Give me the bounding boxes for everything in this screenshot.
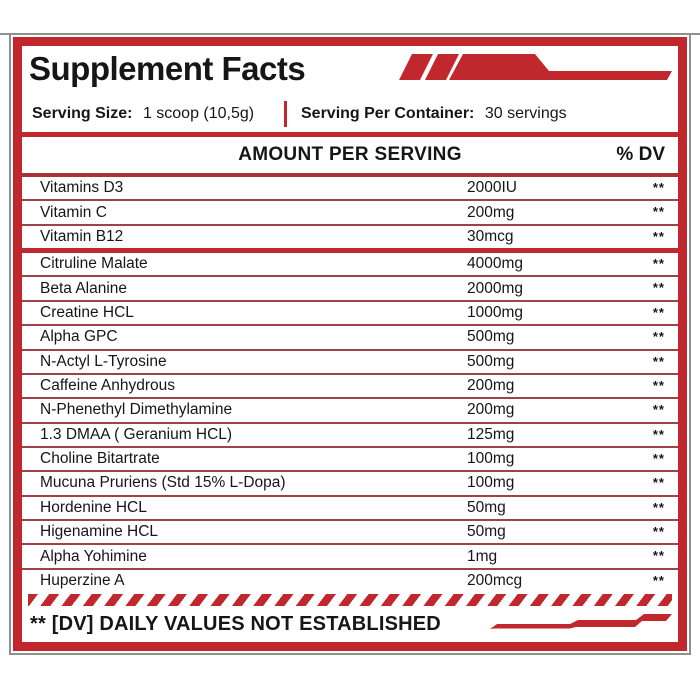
ingredient-amount: 100mg: [467, 474, 515, 492]
ingredient-name: Mucuna Pruriens (Std 15% L-Dopa): [40, 474, 286, 492]
ingredient-name: Beta Alanine: [40, 279, 128, 297]
ingredient-name: Vitamins D3: [40, 179, 124, 197]
supplement-facts-inner-border: Supplement Facts Serving Size: 1 scoop (…: [13, 37, 687, 651]
table-row: N-Phenethyl Dimethylamine 200mg **: [22, 399, 678, 424]
ingredient-rows: Vitamins D3 2000IU ** Vitamin C 200mg **…: [22, 177, 678, 592]
table-row: Vitamin C 200mg **: [22, 201, 678, 226]
ingredient-dv: **: [652, 329, 665, 345]
ingredient-amount: 1mg: [467, 547, 498, 565]
ingredient-amount: 2000mg: [467, 279, 524, 297]
table-row: Citruline Malate 4000mg **: [22, 253, 678, 278]
ingredient-name: Creatine HCL: [40, 303, 134, 321]
table-row: Mucuna Pruriens (Std 15% L-Dopa) 100mg *…: [22, 472, 678, 497]
table-row: N-Actyl L-Tyrosine 500mg **: [22, 351, 678, 375]
ingredient-name: Choline Bitartrate: [40, 450, 160, 468]
header-rule: [22, 132, 678, 137]
daily-values-footnote: ** [DV] DAILY VALUES NOT ESTABLISHED: [30, 612, 441, 635]
servings-per-container-value: 30 servings: [484, 105, 567, 122]
table-row: Vitamins D3 2000IU **: [22, 177, 678, 202]
ingredient-amount: 4000mg: [467, 255, 524, 273]
ingredient-name: N-Actyl L-Tyrosine: [40, 352, 167, 370]
serving-size-label: Serving Size:: [32, 105, 133, 122]
ingredient-dv: **: [652, 402, 665, 418]
table-row: Choline Bitartrate 100mg **: [22, 448, 678, 473]
ingredient-amount: 200mg: [467, 203, 515, 221]
serving-info-row: Serving Size: 1 scoop (10,5g) Serving Pe…: [22, 96, 678, 132]
table-row: 1.3 DMAA ( Geranium HCL) 125mg **: [22, 424, 678, 448]
table-row: Higenamine HCL 50mg **: [22, 521, 678, 546]
serving-size-group: Serving Size: 1 scoop (10,5g): [32, 105, 284, 123]
table-row: Beta Alanine 2000mg **: [22, 277, 678, 302]
ingredient-dv: **: [652, 377, 665, 393]
ingredient-amount: 500mg: [467, 328, 515, 346]
ingredient-name: Higenamine HCL: [40, 523, 159, 541]
ingredient-name: Vitamin C: [40, 203, 107, 221]
serving-size-value: 1 scoop (10,5g): [142, 105, 255, 122]
hatched-divider: [28, 594, 672, 606]
ingredient-dv: **: [652, 280, 665, 296]
table-row: Vitamin B12 30mcg **: [22, 226, 678, 254]
ingredient-amount: 125mg: [467, 425, 515, 443]
ingredient-name: N-Phenethyl Dimethylamine: [40, 401, 233, 419]
table-row: Huperzine A 200mcg **: [22, 570, 678, 592]
table-header-row: AMOUNT PER SERVING % DV: [22, 137, 678, 177]
ingredient-amount: 200mg: [467, 401, 515, 419]
speed-stripes-icon: [399, 54, 672, 80]
ingredient-dv: **: [652, 256, 665, 272]
ingredient-dv: **: [652, 204, 665, 220]
table-row: Alpha Yohimine 1mg **: [22, 545, 678, 570]
servings-per-container-group: Serving Per Container: 30 servings: [301, 105, 567, 123]
servings-per-container-label: Serving Per Container:: [301, 105, 475, 122]
table-row: Creatine HCL 1000mg **: [22, 302, 678, 327]
ingredient-amount: 200mcg: [467, 571, 523, 589]
ingredient-amount: 50mg: [467, 498, 506, 516]
ingredient-dv: **: [652, 572, 665, 588]
serving-divider-bar: [284, 101, 287, 127]
table-row: Caffeine Anhydrous 200mg **: [22, 375, 678, 400]
title-row: Supplement Facts: [22, 46, 678, 96]
ingredient-name: Caffeine Anhydrous: [40, 377, 176, 395]
ingredient-name: Alpha Yohimine: [40, 547, 147, 565]
percent-dv-header: % DV: [616, 144, 665, 165]
ingredient-amount: 2000IU: [467, 179, 517, 197]
ingredient-dv: **: [652, 353, 665, 369]
ingredient-dv: **: [652, 228, 665, 244]
ingredient-dv: **: [652, 499, 665, 515]
supplement-facts-panel: Supplement Facts Serving Size: 1 scoop (…: [9, 33, 691, 655]
ingredient-name: 1.3 DMAA ( Geranium HCL): [40, 425, 233, 443]
step-line-icon: [490, 614, 672, 629]
ingredient-name: Huperzine A: [40, 571, 125, 589]
ingredient-amount: 1000mg: [467, 303, 524, 321]
ingredient-name: Hordenine HCL: [40, 498, 147, 516]
ingredient-amount: 500mg: [467, 352, 515, 370]
footer-row: ** [DV] DAILY VALUES NOT ESTABLISHED: [22, 606, 678, 642]
ingredient-amount: 100mg: [467, 450, 515, 468]
ingredient-dv: **: [652, 304, 665, 320]
ingredient-name: Vitamin B12: [40, 227, 124, 245]
ingredient-dv: **: [652, 426, 665, 442]
ingredient-dv: **: [652, 548, 665, 564]
ingredient-amount: 50mg: [467, 523, 506, 541]
ingredient-name: Alpha GPC: [40, 328, 118, 346]
ingredient-dv: **: [652, 475, 665, 491]
ingredient-dv: **: [652, 524, 665, 540]
ingredient-amount: 30mcg: [467, 227, 514, 245]
ingredient-name: Citruline Malate: [40, 255, 148, 273]
ingredient-amount: 200mg: [467, 377, 515, 395]
page-title: Supplement Facts: [29, 50, 306, 87]
ingredient-dv: **: [652, 450, 665, 466]
ingredient-dv: **: [652, 180, 665, 195]
table-row: Hordenine HCL 50mg **: [22, 497, 678, 522]
amount-per-serving-header: AMOUNT PER SERVING: [238, 144, 462, 165]
table-row: Alpha GPC 500mg **: [22, 326, 678, 351]
